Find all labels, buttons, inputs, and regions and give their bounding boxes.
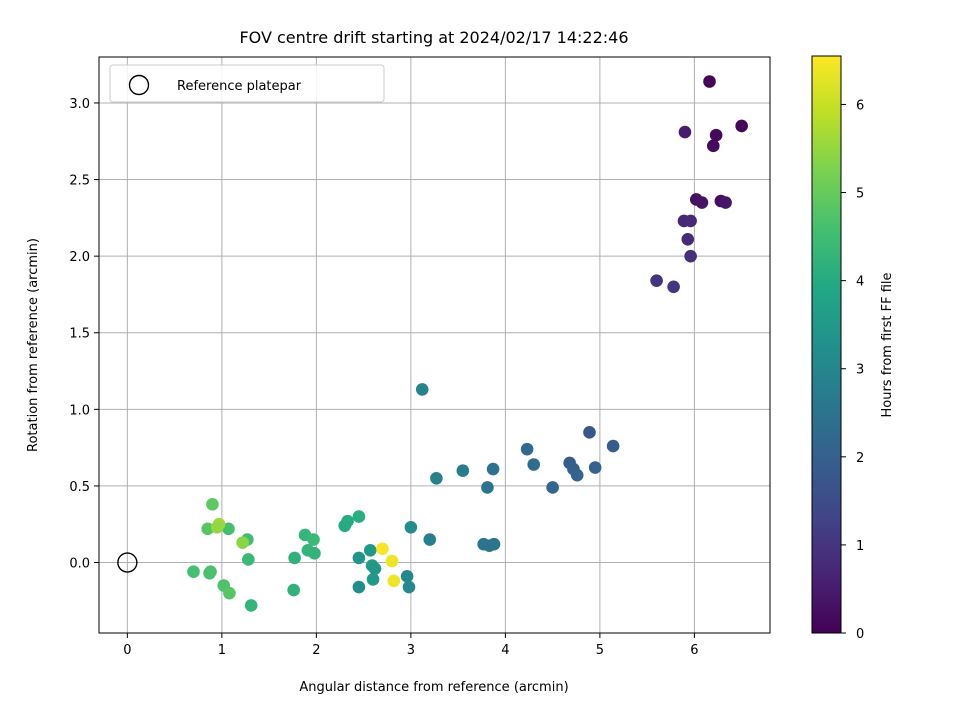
data-point [520,442,534,456]
data-point [430,471,443,485]
data-points [117,75,748,612]
data-point [341,514,354,528]
data-point [527,458,541,471]
colorbar-label: Hours from first FF file [880,272,895,417]
chart-title: FOV centre drift starting at 2024/02/17 … [239,28,628,47]
x-tick-label: 1 [218,643,226,658]
data-point [201,522,214,536]
colorbar-tick-label: 4 [856,275,864,290]
data-point [206,498,219,511]
data-point [242,553,255,566]
data-point [570,468,584,482]
data-point [588,461,602,474]
plot-frame [98,56,771,634]
data-point [402,580,416,594]
data-point [368,562,382,575]
data-point [366,573,380,586]
y-tick-label: 1.0 [69,403,90,418]
data-point [308,547,321,560]
data-point [706,139,720,153]
colorbar-gradient [811,55,842,634]
data-point [719,196,732,209]
data-point [703,75,716,88]
data-point [735,119,748,133]
data-point [423,533,437,546]
colorbar-tick-label: 3 [856,363,864,378]
data-point [650,274,663,287]
y-tick-label: 2.0 [69,250,90,265]
y-tick-label: 3.0 [69,97,90,112]
colorbar-tick-label: 1 [856,539,864,554]
x-tick-label: 4 [501,643,509,658]
y-axis-label: Rotation from reference (arcmin) [26,238,41,452]
axis-ticks: 0 1 2 3 4 5 6 0.0 0.5 1.0 1.5 2.0 2.5 3.0 [69,97,698,658]
colorbar-tick-label: 2 [856,451,864,466]
data-point [222,522,235,536]
data-point [404,520,418,534]
data-point [204,565,217,579]
data-point [606,439,620,453]
data-point [352,580,366,594]
colorbar-tick-label: 0 [856,627,864,642]
data-point [187,565,200,579]
y-tick-label: 2.5 [69,174,90,189]
grid [99,57,770,633]
colorbar-tick-label: 5 [856,187,864,202]
data-point [244,599,258,612]
data-point [546,481,559,494]
data-point [352,510,366,523]
data-point [583,426,596,439]
data-point [288,551,301,565]
data-point [223,586,236,600]
data-point [210,520,224,534]
reference-point [117,552,138,573]
data-point [487,537,501,551]
legend-marker [128,74,150,96]
x-axis-label: Angular distance from reference (arcmin) [299,680,568,695]
y-tick-label: 0.0 [69,557,90,572]
x-tick-label: 3 [407,643,415,658]
data-point [385,554,399,568]
data-point [667,280,680,294]
data-point [363,543,377,557]
data-point [400,570,414,583]
x-tick-label: 5 [596,643,604,658]
data-point [287,583,300,597]
data-point [307,533,320,546]
data-point [456,464,470,477]
x-tick-label: 2 [312,643,320,658]
x-tick-label: 0 [123,643,131,658]
x-tick-label: 6 [690,643,698,658]
data-point [486,462,500,476]
data-point [236,536,249,549]
colorbar-ticks: 0 1 2 3 4 5 6 [841,98,864,642]
data-point [681,232,695,246]
y-tick-label: 1.5 [69,327,90,342]
legend-label: Reference platepar [177,79,302,94]
data-point [678,125,692,139]
data-point [684,249,697,263]
data-point [415,383,429,396]
data-point [352,551,366,565]
data-point [684,214,697,228]
y-tick-label: 0.5 [69,480,90,495]
colorbar-tick-label: 6 [856,98,864,113]
data-point [376,542,389,556]
colorbar: 0 1 2 3 4 5 6 Hours from first FF file [811,55,895,642]
legend-box [109,64,385,103]
data-point [387,574,401,588]
data-point [481,481,494,494]
data-point [695,196,709,209]
data-point [709,128,723,142]
legend: Reference platepar [109,64,385,103]
